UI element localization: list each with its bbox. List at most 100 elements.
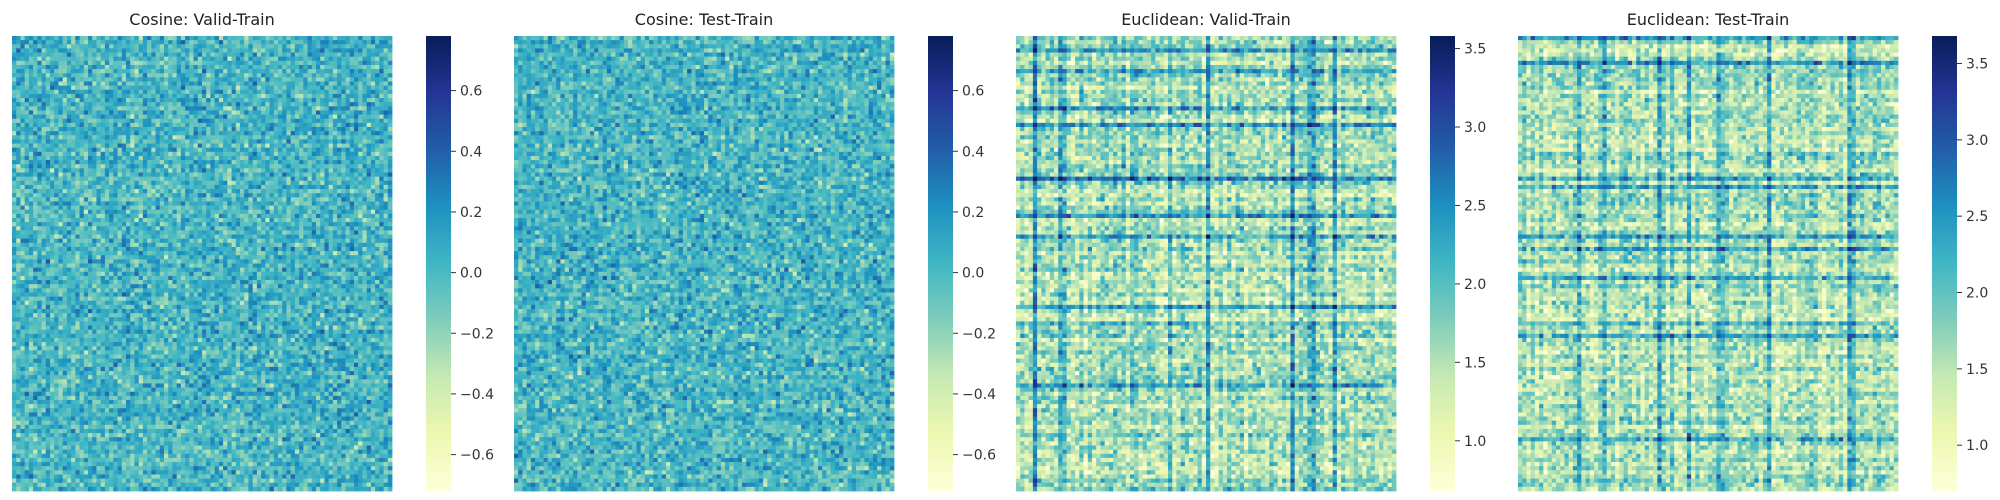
heatmap-cell [299, 251, 304, 256]
heatmap-cell [92, 36, 97, 41]
heatmap-cell [383, 110, 389, 115]
heatmap-cell [180, 176, 186, 182]
heatmap-cell [248, 110, 254, 115]
heatmap-cell [261, 172, 266, 178]
heatmap-cell [155, 64, 161, 70]
heatmap-cell [83, 172, 89, 178]
heatmap-cell [109, 48, 114, 53]
heatmap-cell [240, 93, 245, 99]
heatmap-cell [28, 118, 34, 124]
heatmap-cell [366, 246, 372, 252]
heatmap-cell [248, 60, 254, 66]
heatmap-cell [383, 114, 389, 120]
heatmap-cell [50, 110, 55, 115]
heatmap-cell [142, 131, 148, 136]
heatmap-cell [142, 205, 148, 211]
heatmap-cell [126, 226, 131, 231]
heatmap-cell [256, 52, 262, 58]
heatmap-cell [12, 222, 17, 227]
heatmap-cell [176, 189, 182, 194]
heatmap-cell [193, 176, 199, 182]
heatmap-cell [155, 131, 161, 136]
heatmap-cell [45, 44, 51, 49]
heatmap-cell [269, 40, 275, 45]
heatmap-cell [269, 147, 275, 153]
heatmap-cell [164, 251, 169, 256]
heatmap-cell [130, 180, 135, 186]
heatmap-cell [109, 135, 114, 140]
heatmap-cell [362, 135, 368, 140]
heatmap-cell [117, 164, 123, 169]
heatmap-cell [28, 127, 34, 132]
heatmap-cell [104, 85, 110, 91]
heatmap-cell [332, 139, 338, 144]
heatmap-cell [379, 251, 384, 256]
heatmap-cell [328, 110, 334, 115]
heatmap-cell [261, 160, 266, 165]
heatmap-cell [387, 234, 393, 240]
heatmap-cell [96, 77, 102, 82]
heatmap-cell [197, 222, 203, 227]
heatmap-cell [366, 155, 372, 161]
heatmap-cell [299, 106, 304, 111]
heatmap-cell [316, 218, 321, 223]
heatmap-cell [28, 36, 34, 41]
heatmap-cell [286, 184, 292, 190]
heatmap-cell [366, 251, 372, 256]
heatmap-cell [62, 263, 68, 269]
heatmap-cell [185, 238, 190, 244]
heatmap-cell [324, 44, 330, 49]
heatmap-cell [62, 77, 68, 82]
heatmap-cell [316, 147, 321, 153]
heatmap-cell [210, 56, 216, 62]
heatmap-cell [134, 135, 140, 140]
heatmap-cell [151, 147, 156, 153]
heatmap-cell [294, 85, 300, 91]
heatmap-cell [126, 48, 131, 53]
heatmap-cell [256, 127, 262, 132]
heatmap-cell [227, 226, 232, 231]
heatmap-cell [104, 98, 110, 103]
heatmap-cell [75, 147, 80, 153]
heatmap-cell [16, 213, 21, 219]
heatmap-cell [366, 60, 372, 66]
heatmap-cell [12, 172, 17, 178]
heatmap-cell [117, 246, 123, 252]
heatmap-cell [278, 213, 283, 219]
heatmap-cell [12, 56, 17, 62]
heatmap-cell [155, 193, 161, 198]
heatmap-cell [130, 64, 135, 70]
heatmap-cell [126, 127, 131, 132]
heatmap-cell [337, 197, 342, 202]
heatmap-cell [214, 209, 220, 215]
heatmap-cell [83, 234, 89, 240]
heatmap-cell [142, 81, 148, 87]
heatmap-cell [282, 197, 287, 202]
heatmap-cell [282, 64, 287, 70]
heatmap-cell [265, 69, 270, 74]
heatmap-cell [79, 180, 85, 186]
heatmap-cell [244, 143, 249, 149]
heatmap-cell [180, 89, 186, 95]
heatmap-cell [248, 226, 254, 231]
heatmap-cell [134, 36, 140, 41]
heatmap-cell [109, 85, 114, 91]
heatmap-cell [252, 193, 258, 198]
heatmap-cell [197, 118, 203, 124]
heatmap-cell [185, 230, 190, 235]
heatmap-cell [303, 122, 308, 128]
heatmap-cell [92, 151, 97, 157]
heatmap-cell [71, 201, 76, 206]
heatmap-cell [366, 230, 372, 235]
heatmap-cell [88, 131, 93, 136]
heatmap-cell [168, 160, 173, 165]
heatmap-cell [379, 151, 384, 157]
heatmap-cell [282, 176, 287, 182]
heatmap-cell [341, 246, 346, 252]
heatmap-cell [290, 222, 296, 227]
heatmap-cell [227, 40, 232, 45]
heatmap-cell [244, 106, 249, 111]
heatmap-cell [92, 230, 97, 235]
heatmap-cell [92, 77, 97, 82]
heatmap-cell [104, 110, 110, 115]
